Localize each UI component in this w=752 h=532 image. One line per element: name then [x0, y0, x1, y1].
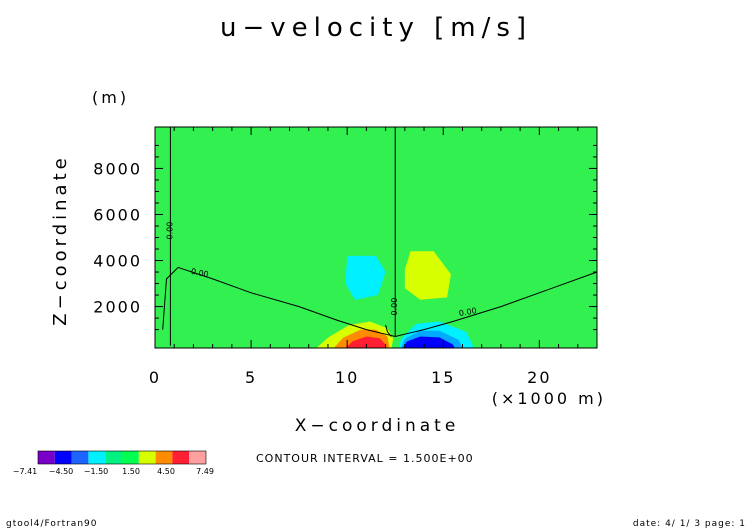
y-tick-label: 6000: [93, 205, 142, 224]
contour-region: [404, 251, 451, 300]
legend-swatch: [88, 451, 106, 464]
y-tick-label: 2000: [93, 298, 142, 317]
x-tick-label: 5: [245, 368, 257, 387]
x-tick-label: 10: [335, 368, 359, 387]
legend-swatch: [54, 451, 72, 464]
x-axis-label: X−coordinate: [295, 416, 460, 436]
x-tick-label: 15: [431, 368, 455, 387]
legend-swatch: [38, 451, 55, 464]
legend-label: 1.50: [122, 467, 140, 476]
contour-label: 0.00: [190, 267, 209, 280]
contour-region: [345, 336, 386, 348]
x-tick-label: 0: [149, 368, 161, 387]
legend-label: −7.41: [13, 467, 38, 476]
legend-swatch: [155, 451, 173, 464]
legend-label: −1.50: [84, 467, 109, 476]
footer-right-text: date: 4/ 1/ 3 page: 1: [633, 519, 746, 529]
contour-label: 0.00: [165, 222, 174, 240]
legend-swatch: [105, 451, 122, 464]
footer-left-text: gtool4/Fortran90: [6, 519, 97, 529]
contour-region: [345, 255, 386, 300]
contour-label: 0.00: [390, 298, 399, 316]
legend-swatch: [71, 451, 89, 464]
legend-label: −4.50: [49, 467, 74, 476]
y-tick-label: 4000: [93, 252, 142, 271]
contour-label: 0.00: [458, 306, 477, 318]
legend-frame: [37, 450, 207, 465]
legend-swatch: [172, 451, 190, 464]
chart-title: u−velocity [m/s]: [220, 13, 532, 43]
contour-interval-label: CONTOUR INTERVAL = 1.500E+00: [256, 452, 474, 465]
legend-label: 4.50: [157, 467, 175, 476]
contour-region: [402, 336, 455, 348]
y-axis-label: Z−coordinate: [50, 154, 71, 325]
plot-area: 0.00 0.00 0.00 0.00 0 5 10 15 20 2000 4000 6000 8000: [93, 126, 598, 387]
y-tick-label: 8000: [93, 159, 142, 178]
background-field: [155, 127, 597, 348]
legend-swatch: [122, 451, 139, 464]
zero-contour-line: [162, 266, 598, 338]
y-unit-label: (m): [92, 88, 129, 107]
legend-swatch: [189, 451, 206, 464]
x-tick-label: 20: [527, 368, 551, 387]
zero-contour-line: [385, 324, 392, 337]
x-unit-label: (×1000 m): [492, 389, 606, 408]
color-legend: −7.41 −4.50 −1.50 1.50 4.50 7.49: [13, 450, 214, 476]
legend-label: 7.49: [196, 467, 214, 476]
legend-swatch: [138, 451, 156, 464]
